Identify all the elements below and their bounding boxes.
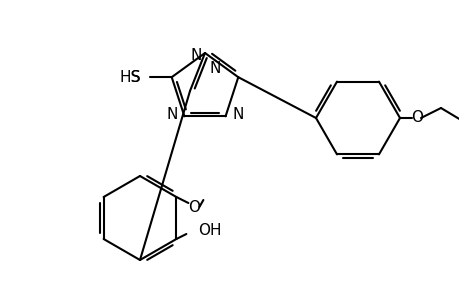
Text: OH: OH [198,224,221,238]
Text: N: N [190,47,202,62]
Text: S: S [131,70,140,85]
Text: N: N [210,61,221,76]
Text: O: O [188,200,200,214]
Text: N: N [166,107,177,122]
Text: N: N [232,107,243,122]
Text: HS: HS [119,70,140,85]
Text: O: O [410,110,422,125]
